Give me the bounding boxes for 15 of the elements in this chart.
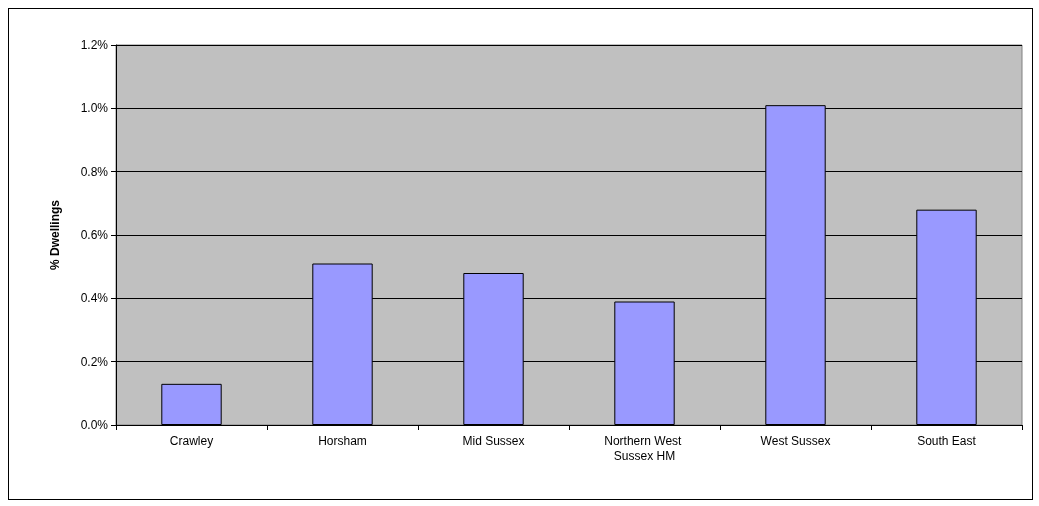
x-tick-label: Crawley bbox=[169, 433, 214, 448]
y-tick-label: 0.8% bbox=[80, 164, 109, 179]
x-tick-label: Northern West Sussex HM bbox=[604, 433, 685, 463]
y-tick-label: 1.0% bbox=[80, 101, 109, 116]
y-tick-label: 0.6% bbox=[80, 228, 109, 242]
y-tick-label: 0.4% bbox=[80, 291, 109, 306]
x-tick-label: South East bbox=[917, 433, 977, 448]
y-tick-label: 1.2% bbox=[80, 38, 109, 52]
y-tick-label: 0.0% bbox=[80, 418, 109, 432]
x-tick-label: Horsham bbox=[318, 433, 367, 448]
x-tick-label: West Sussex bbox=[760, 433, 831, 448]
x-tick-label: Mid Sussex bbox=[462, 433, 525, 448]
y-tick-label: 0.2% bbox=[80, 354, 109, 369]
bar bbox=[161, 383, 222, 425]
y-axis-title: % Dwellings bbox=[48, 199, 62, 271]
